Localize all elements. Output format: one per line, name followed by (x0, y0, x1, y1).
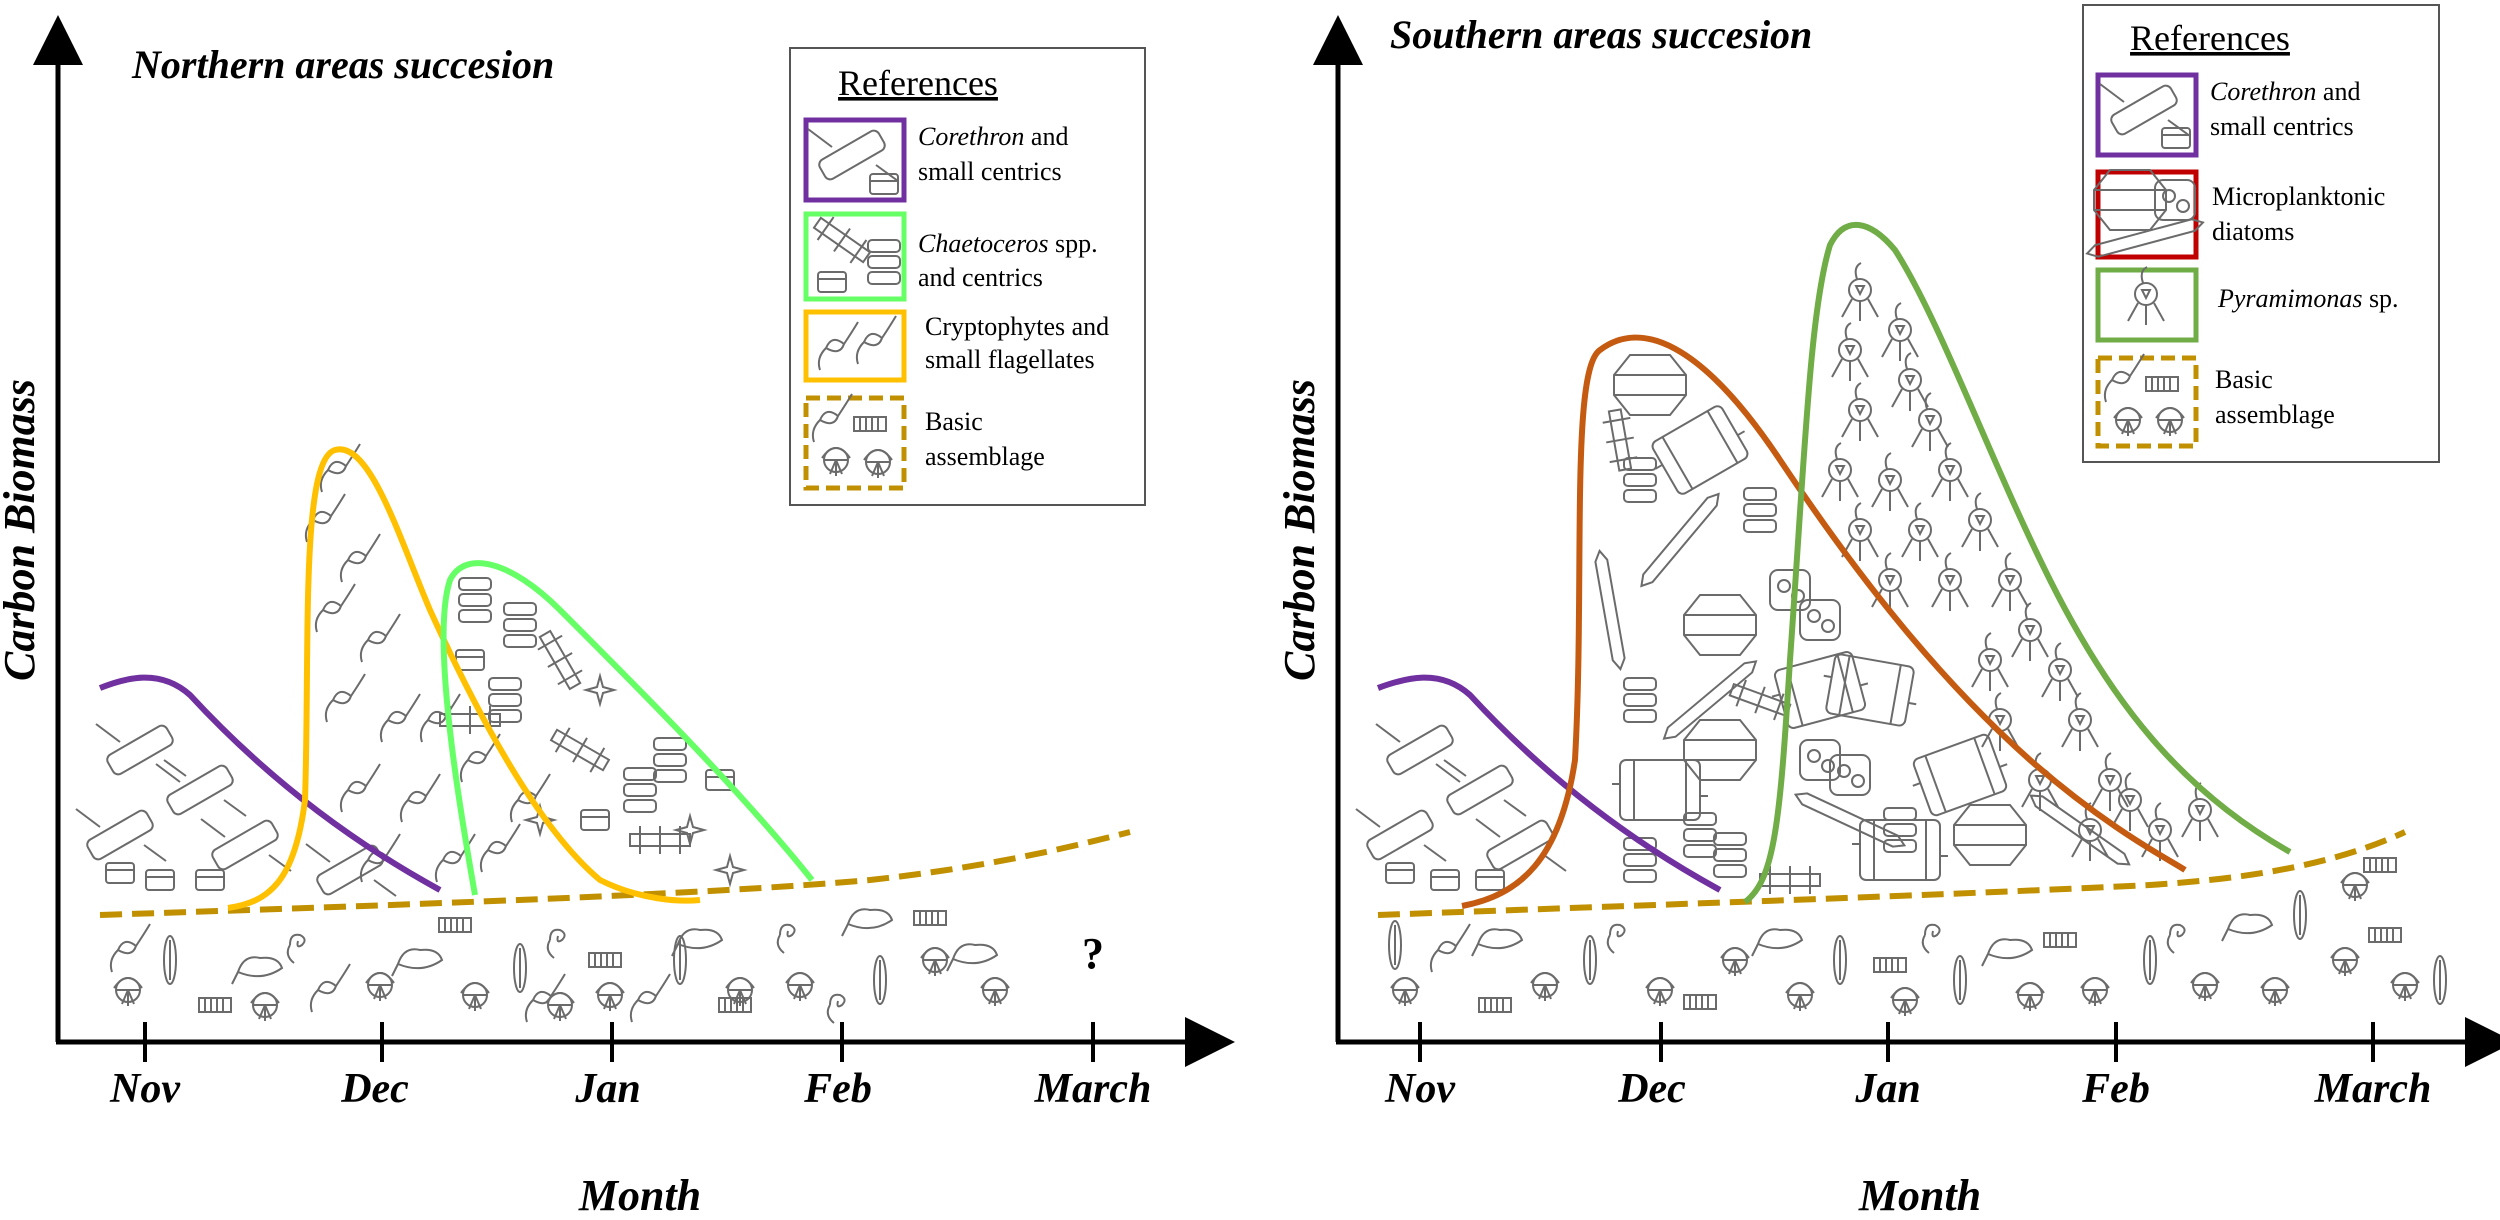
legend-text: Cryptophytes and (925, 312, 1109, 341)
legend-text: Basic (2215, 365, 2273, 394)
basic-assemblage-curve (1377, 829, 2407, 918)
legend-item-text: Pyramimonas sp. (2217, 284, 2399, 313)
month-label: Jan (1854, 1066, 1920, 1112)
month-label: Nov (1384, 1066, 1456, 1112)
legend-text: and (1024, 122, 1068, 151)
legend-text: small centrics (2210, 112, 2354, 141)
legend-swatch-basic (803, 395, 907, 491)
panel-title: Southern areas succesion (1390, 12, 1812, 57)
legend-text: and centrics (918, 263, 1043, 292)
month-label: Jan (574, 1066, 640, 1112)
legend-text: sp. (2362, 284, 2398, 313)
chaetoceros-doodles (439, 577, 745, 885)
month-label: Feb (803, 1066, 872, 1112)
legend-text: and (2316, 77, 2360, 106)
legend-italic: Corethron (2210, 77, 2316, 106)
chaetoceros-curve (440, 560, 815, 896)
legend-heading: References (838, 63, 998, 103)
legend-text: Microplanktonic (2212, 182, 2385, 211)
left-references-legend: References Corethron and small centrics … (789, 47, 1146, 506)
pyramimonas-curve (1743, 222, 2292, 905)
northern-panel: Nov Dec Jan Feb March Month Carbon Bioma… (0, 15, 1235, 1220)
y-axis-title: Carbon Biomass (1275, 379, 1324, 681)
microplanktonic-doodles (1592, 354, 2134, 895)
legend-text: spp. (1048, 229, 1097, 258)
legend-italic: Chaetoceros (918, 229, 1048, 258)
legend-item-text: Corethron and (918, 122, 1068, 151)
basic-assemblage-doodles (109, 908, 1010, 1024)
x-axis-title: Month (1858, 1171, 1981, 1220)
legend-item-text: Corethron and (2210, 77, 2360, 106)
legend-swatch-basic (2095, 355, 2199, 449)
legend-heading: References (2130, 18, 2290, 58)
corethron-curve (1376, 674, 1722, 893)
right-references-legend: References Corethron and small centrics … (2082, 4, 2440, 463)
southern-panel: Nov Dec Jan Feb March Month Carbon Bioma… (1275, 4, 2500, 1220)
legend-italic: Pyramimonas (2217, 284, 2362, 313)
cryptophyte-doodles (304, 443, 551, 883)
month-label: Dec (340, 1066, 409, 1112)
legend-item-text: Basic (925, 407, 983, 436)
legend-text: diatoms (2212, 217, 2294, 246)
basic-assemblage-doodles (1388, 857, 2447, 1017)
month-label: Nov (109, 1066, 181, 1112)
basic-assemblage-curve (99, 829, 1131, 918)
y-axis-title: Carbon Biomass (0, 379, 44, 681)
legend-item-text: Chaetoceros spp. (918, 229, 1098, 258)
legend-text: small centrics (918, 157, 1062, 186)
month-label: March (2314, 1066, 2432, 1112)
question-mark: ? (1082, 929, 1104, 978)
corethron-curve (98, 674, 442, 893)
legend-italic: Corethron (918, 122, 1024, 151)
legend-swatch-cryptophytes (803, 309, 907, 383)
legend-text: small flagellates (925, 345, 1095, 374)
panel-title: Northern areas succesion (131, 42, 554, 87)
x-axis-title: Month (578, 1171, 701, 1220)
microplanktonic-curve (1461, 334, 2187, 909)
legend-item-text: Basic (2215, 365, 2273, 394)
cryptophytes-curve (227, 446, 701, 911)
legend-text: assemblage (925, 442, 1045, 471)
corethron-doodles (75, 722, 397, 898)
legend-text: Basic (925, 407, 983, 436)
legend-item-text: Microplanktonic (2212, 182, 2385, 211)
month-label: March (1034, 1066, 1152, 1112)
month-label: Dec (1617, 1066, 1686, 1112)
legend-text: assemblage (2215, 400, 2335, 429)
legend-item-text: Cryptophytes and (925, 312, 1109, 341)
month-label: Feb (2081, 1066, 2150, 1112)
